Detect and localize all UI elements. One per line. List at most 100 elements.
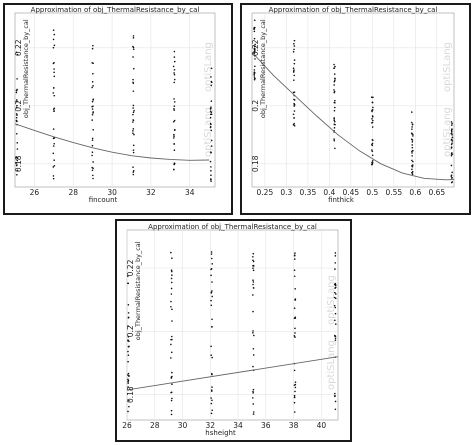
data-point [371, 121, 374, 124]
data-point [92, 85, 94, 87]
data-point [132, 90, 135, 92]
data-point [333, 89, 335, 91]
data-point [334, 283, 337, 285]
data-point [371, 117, 373, 120]
data-point [334, 262, 337, 264]
data-point [252, 281, 255, 283]
data-point [170, 300, 172, 303]
data-point [52, 128, 55, 130]
data-point [209, 160, 212, 163]
data-point [333, 90, 336, 93]
data-point [372, 96, 374, 99]
data-point [127, 354, 130, 356]
data-point [210, 76, 212, 78]
data-point [293, 45, 296, 47]
data-point [173, 149, 176, 151]
data-point [210, 257, 213, 260]
data-point [411, 144, 414, 146]
data-point [210, 412, 213, 415]
data-point [411, 133, 414, 136]
data-point [128, 375, 130, 377]
data-point [132, 173, 135, 176]
data-point [210, 113, 213, 116]
data-point [127, 316, 130, 319]
data-point [91, 47, 94, 50]
x-tick-label: 26 [122, 421, 132, 430]
data-point [127, 360, 129, 363]
data-point [294, 252, 296, 254]
data-point [252, 365, 254, 368]
data-point [170, 251, 172, 254]
data-point [171, 270, 173, 273]
data-point [132, 56, 134, 58]
trend-line [251, 51, 455, 181]
data-point [173, 109, 176, 111]
data-point [293, 369, 296, 372]
x-tick-label: 28 [68, 188, 78, 197]
data-point [411, 126, 413, 128]
data-point [210, 397, 212, 399]
data-point [253, 75, 256, 77]
data-point [171, 338, 173, 341]
data-point [127, 378, 129, 381]
data-point [132, 130, 134, 132]
data-point [252, 287, 255, 289]
data-point [371, 144, 374, 147]
data-point [252, 279, 254, 282]
data-point [333, 138, 335, 140]
data-point [170, 287, 173, 290]
data-point [252, 283, 254, 286]
plot-area [14, 12, 216, 188]
data-point [16, 173, 18, 176]
data-point [16, 104, 18, 107]
data-point [334, 394, 336, 397]
data-point [293, 384, 296, 386]
data-point [132, 144, 135, 147]
data-point [252, 255, 254, 258]
data-point [211, 263, 214, 265]
data-point [451, 171, 453, 174]
data-point [210, 174, 212, 177]
data-point [209, 116, 212, 119]
data-point [333, 101, 336, 104]
data-point [209, 126, 212, 129]
data-point [132, 81, 134, 84]
data-point [211, 356, 213, 359]
data-point [173, 101, 176, 103]
data-point [92, 105, 94, 107]
data-point [92, 72, 94, 75]
data-point [52, 175, 55, 177]
data-point [53, 110, 56, 112]
data-point [127, 374, 129, 376]
data-point [293, 74, 296, 77]
data-point [252, 334, 255, 337]
data-point [16, 142, 19, 144]
data-point [127, 372, 130, 375]
data-point [334, 323, 337, 325]
data-point [127, 410, 129, 413]
data-point [133, 109, 135, 112]
data-point [293, 307, 296, 310]
data-point [170, 357, 172, 359]
data-point [211, 409, 214, 412]
data-point [451, 142, 453, 144]
data-point [334, 77, 336, 80]
data-point [450, 121, 453, 123]
data-point [333, 123, 336, 126]
data-point [253, 27, 255, 30]
data-point [210, 345, 212, 348]
data-point [451, 134, 453, 136]
data-point [254, 43, 256, 46]
data-point [91, 113, 94, 116]
data-point [53, 75, 56, 78]
data-point [451, 181, 454, 183]
watermark-text: optiSLang [326, 275, 337, 325]
data-point [173, 78, 176, 81]
data-point [173, 129, 176, 132]
data-point [52, 86, 55, 89]
y-tick-label: 0.2 [126, 325, 135, 337]
data-point [52, 46, 55, 49]
data-point [451, 122, 453, 125]
data-point [171, 274, 173, 277]
data-point [253, 72, 256, 74]
